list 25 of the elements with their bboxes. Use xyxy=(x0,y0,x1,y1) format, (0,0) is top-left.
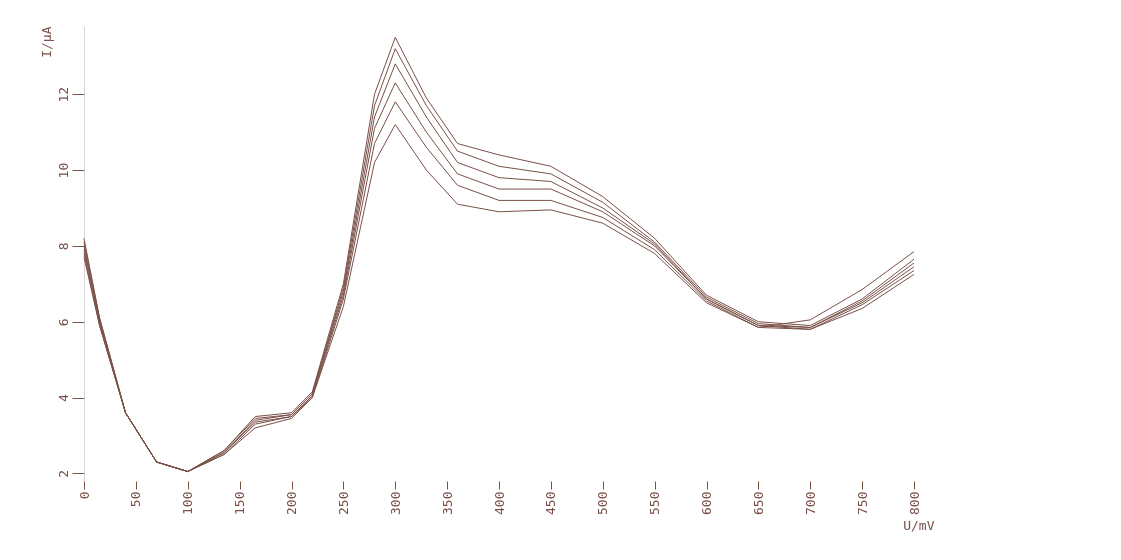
x-tick-label: 450 xyxy=(543,491,559,515)
y-tick-label: 8 xyxy=(55,242,71,251)
y-tick-label: 10 xyxy=(55,162,71,179)
x-tick-label: 250 xyxy=(335,491,351,515)
x-tick-label: 750 xyxy=(854,491,870,515)
x-tick-label: 350 xyxy=(439,491,455,515)
x-tick-label: 600 xyxy=(699,491,714,515)
y-tick-label: 4 xyxy=(55,394,71,402)
x-tick-label: 150 xyxy=(232,491,248,515)
x-tick-label: 700 xyxy=(802,491,818,515)
y-axis-title: I/μA xyxy=(38,26,54,58)
y-tick-label: 6 xyxy=(55,318,71,327)
x-tick-label: 200 xyxy=(284,491,299,515)
x-tick-label: 50 xyxy=(128,491,144,508)
y-tick-label: 2 xyxy=(55,470,71,478)
x-tick-label: 550 xyxy=(647,491,663,515)
x-tick-label: 300 xyxy=(387,491,403,515)
x-tick-label: 650 xyxy=(750,491,766,515)
x-tick-label: 500 xyxy=(595,491,611,515)
x-tick-label: 0 xyxy=(76,491,92,500)
x-axis-title: U/mV xyxy=(903,517,935,533)
x-tick-label: 100 xyxy=(180,491,196,515)
x-tick-label: 800 xyxy=(906,491,922,515)
x-tick-label: 400 xyxy=(491,491,507,515)
y-tick-label: 12 xyxy=(55,86,71,103)
